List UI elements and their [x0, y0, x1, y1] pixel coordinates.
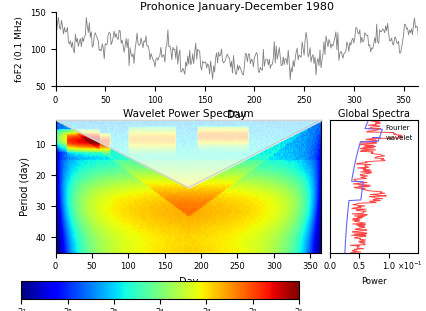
wavelet — [365, 118, 370, 122]
wavelet — [362, 126, 367, 130]
wavelet — [354, 153, 359, 157]
Title: Wavelet Power Spectrum: Wavelet Power Spectrum — [123, 109, 253, 119]
wavelet — [356, 143, 361, 146]
wavelet — [342, 251, 347, 254]
Fourier — [357, 143, 362, 146]
Y-axis label: Period (day): Period (day) — [20, 157, 29, 216]
Fourier — [378, 153, 383, 157]
X-axis label: Power: Power — [360, 277, 386, 286]
wavelet — [342, 244, 347, 248]
Fourier — [356, 244, 361, 248]
Fourier — [365, 118, 370, 122]
Fourier — [365, 123, 370, 127]
Text: $\times 10^{-1}$: $\times 10^{-1}$ — [397, 259, 422, 272]
Line: wavelet: wavelet — [344, 120, 382, 253]
Fourier — [367, 126, 372, 130]
Fourier — [348, 251, 353, 254]
Fourier — [355, 239, 360, 243]
X-axis label: Day: Day — [227, 110, 246, 120]
Title: Global Spectra: Global Spectra — [337, 109, 409, 119]
Title: Prohonice January-December 1980: Prohonice January-December 1980 — [140, 2, 333, 12]
Y-axis label: foF2 (0.1 MHz): foF2 (0.1 MHz) — [15, 16, 24, 82]
X-axis label: Day: Day — [178, 277, 198, 287]
wavelet — [363, 123, 368, 127]
Line: Fourier: Fourier — [349, 120, 402, 253]
wavelet — [342, 239, 347, 243]
Legend: Fourier, wavelet: Fourier, wavelet — [368, 123, 414, 143]
